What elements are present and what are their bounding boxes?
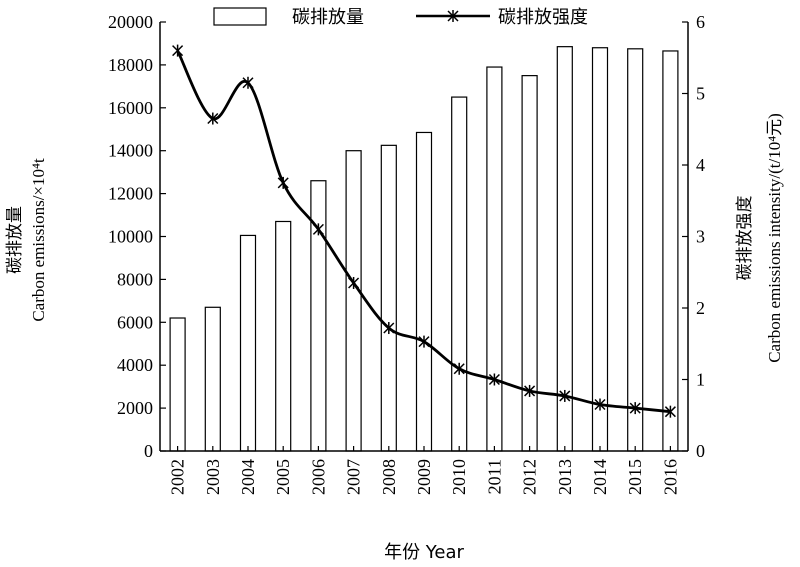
bar-2016 [662, 50, 679, 452]
x-tick-label: 2010 [449, 459, 469, 495]
point-2006 [312, 223, 324, 236]
right-axis-title: 碳排放强度 Carbon emissions intensity/(t/10⁴元… [735, 113, 784, 363]
bar-2005 [275, 220, 292, 452]
left-tick-label: 10000 [108, 227, 153, 247]
x-tick-label: 2005 [273, 459, 293, 495]
left-tick-label: 6000 [117, 312, 153, 332]
x-tick-label: 2012 [520, 459, 540, 495]
x-tick-label: 2006 [308, 459, 328, 495]
x-tick-label: 2013 [555, 459, 575, 495]
right-tick-label: 6 [696, 12, 705, 32]
bar-2015 [627, 48, 644, 452]
x-axis-ticks: 2002 2003 2004 2005 2006 2007 2008 2009 2010 2011… [168, 446, 680, 495]
point-2007 [348, 276, 360, 289]
point-2012 [524, 384, 536, 397]
legend-bar-label: 碳排放量 [292, 7, 364, 28]
point-2009 [418, 335, 430, 348]
point-2016 [664, 405, 676, 418]
right-tick-label: 0 [696, 441, 705, 461]
x-axis-title: 年份 Year [384, 542, 464, 563]
left-tick-label: 2000 [117, 398, 153, 418]
left-tick-label: 8000 [117, 269, 153, 289]
right-tick-label: 3 [696, 227, 705, 247]
line-series [172, 44, 676, 418]
x-tick-label: 2002 [168, 459, 188, 495]
left-tick-label: 20000 [108, 12, 153, 32]
legend: 碳排放量 碳排放强度 [213, 7, 588, 28]
point-2003 [207, 112, 219, 125]
left-tick-label: 16000 [108, 98, 153, 118]
x-tick-label: 2011 [484, 459, 504, 494]
left-tick-label: 18000 [108, 55, 153, 75]
point-2011 [488, 373, 500, 386]
left-tick-label: 4000 [117, 355, 153, 375]
bar-2004 [239, 234, 257, 452]
bar-2010 [451, 96, 468, 452]
left-axis-ticks: 0 2000 4000 6000 8000 10000 12000 14000 16000 180… [108, 12, 166, 461]
point-2005 [277, 176, 289, 189]
point-2004 [242, 76, 254, 89]
right-axis-title-en: Carbon emissions intensity/(t/10⁴元) [765, 113, 784, 363]
legend-bar-swatch [213, 7, 267, 26]
bar-2008 [380, 144, 397, 452]
point-2015 [629, 402, 641, 415]
right-tick-label: 5 [696, 84, 705, 104]
bar-2014 [591, 47, 609, 452]
right-tick-label: 2 [696, 298, 705, 318]
x-tick-label: 2015 [625, 459, 645, 495]
left-tick-label: 14000 [108, 141, 153, 161]
x-tick-label: 2003 [203, 459, 223, 495]
left-axis-title-en: Carbon emissions/×10⁴t [29, 158, 48, 322]
bar-series [169, 46, 679, 452]
point-2014 [594, 398, 606, 411]
left-axis-title-cn: 碳排放量 [5, 206, 25, 274]
right-axis-title-cn: 碳排放强度 [735, 196, 755, 281]
left-tick-label: 0 [144, 441, 153, 461]
point-2010 [453, 362, 465, 375]
left-tick-label: 12000 [108, 184, 153, 204]
bar-2011 [486, 66, 503, 452]
x-tick-label: 2004 [238, 459, 258, 495]
x-tick-label: 2007 [344, 459, 364, 495]
point-2008 [383, 322, 395, 335]
point-2002 [172, 44, 184, 57]
bar-2003 [204, 306, 221, 452]
legend-line-marker [447, 10, 459, 22]
bar-2009 [415, 131, 433, 452]
right-axis-ticks: 0 1 2 3 4 5 6 [682, 12, 705, 461]
x-tick-label: 2009 [414, 459, 434, 495]
x-tick-label: 2014 [590, 459, 610, 495]
right-tick-label: 1 [696, 370, 705, 390]
bar-2007 [345, 150, 362, 452]
left-axis-title: 碳排放量 Carbon emissions/×10⁴t [5, 158, 48, 322]
point-2013 [559, 389, 571, 402]
x-tick-label: 2016 [660, 459, 680, 495]
x-tick-label: 2008 [379, 459, 399, 495]
legend-line-label: 碳排放强度 [498, 7, 588, 28]
bar-2002 [169, 317, 186, 452]
right-tick-label: 4 [696, 155, 705, 175]
